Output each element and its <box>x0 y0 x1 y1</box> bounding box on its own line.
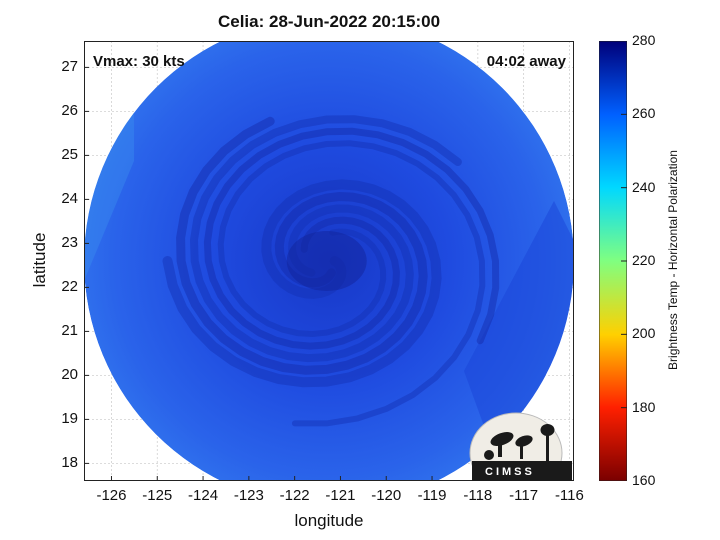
y-tick-label: 19 <box>61 410 78 428</box>
colorbar <box>599 41 627 481</box>
time-away-annotation: 04:02 away <box>486 53 566 70</box>
spiral-band <box>203 127 500 350</box>
x-tick-label: -118 <box>463 487 493 504</box>
cimss-logo <box>469 412 572 481</box>
colorbar-tick-label: 260 <box>632 105 656 122</box>
x-tick-label: -117 <box>509 487 539 504</box>
colorbar-tick-label: 180 <box>632 398 656 415</box>
y-tick-label: 23 <box>61 234 78 252</box>
x-tick-label: -121 <box>325 487 356 504</box>
y-tick-label: 18 <box>61 454 78 472</box>
x-tick-label: -120 <box>371 487 402 504</box>
colorbar-tick-label: 160 <box>632 472 656 488</box>
colorbar-tick-label: 280 <box>632 32 656 48</box>
y-tick-label: 26 <box>61 102 78 120</box>
spiral-band <box>217 140 486 427</box>
cimss-logo-text: CIMSS <box>485 466 535 478</box>
microwave-map <box>84 41 574 481</box>
vmax-annotation: Vmax: 30 kts <box>93 53 185 70</box>
storm-core <box>286 231 367 291</box>
y-tick-label: 27 <box>61 58 78 76</box>
x-tick-label: -125 <box>142 487 173 504</box>
x-tick-label: -122 <box>279 487 310 504</box>
colorbar-tick-label: 200 <box>632 325 656 342</box>
storm-swirl <box>162 115 500 427</box>
y-tick-label: 24 <box>61 190 78 208</box>
x-axis-label: longitude <box>294 511 364 530</box>
colorbar-label: Brightness Temp - Horizontal Polarizatio… <box>666 150 680 370</box>
x-tick-label: -119 <box>417 487 447 504</box>
y-tick-label: 21 <box>61 322 78 340</box>
colorbar-tick-label: 240 <box>632 178 656 195</box>
plot-title: Celia: 28-Jun-2022 20:15:00 <box>217 12 441 31</box>
x-tick-label: -124 <box>188 487 219 504</box>
y-tick-label: 20 <box>61 366 78 384</box>
x-tick-label: -116 <box>554 487 584 504</box>
y-tick-label: 25 <box>61 146 78 164</box>
y-tick-label: 22 <box>61 278 78 296</box>
spiral-band <box>189 115 462 363</box>
x-tick-label: -126 <box>96 487 127 504</box>
x-tick-label: -123 <box>233 487 264 504</box>
colorbar-tick-label: 220 <box>632 252 656 268</box>
spiral-band <box>176 116 428 375</box>
